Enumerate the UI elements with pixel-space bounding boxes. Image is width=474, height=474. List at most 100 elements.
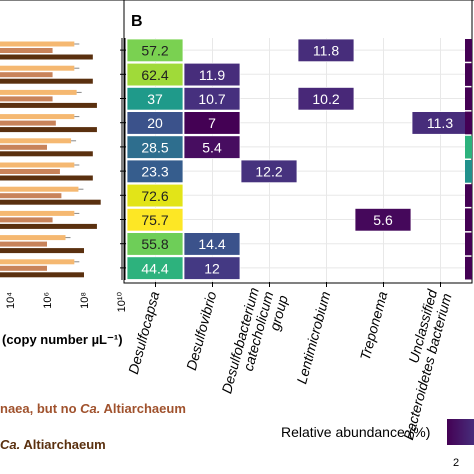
bar	[0, 175, 93, 181]
heatmap-cell-value: 20	[147, 115, 163, 131]
heatmap-cell-value: 62.4	[141, 67, 168, 83]
colorbar-tick: 2	[453, 457, 459, 469]
bar	[0, 114, 75, 120]
bar	[0, 54, 93, 60]
heatmap-cell-value: 11.9	[199, 67, 225, 83]
edge-strip-cell	[465, 160, 472, 183]
heatmap-cell	[126, 38, 184, 63]
bar	[0, 41, 75, 47]
heatmap-cell	[183, 87, 241, 111]
heatmap-cell	[297, 38, 355, 63]
heatmap-cell-value: 7	[208, 115, 216, 131]
bar	[0, 235, 66, 241]
heatmap-cell	[354, 207, 412, 232]
a-x-tick-label: 10¹⁰	[116, 291, 128, 312]
legend-item-1: naea, but no Ca. Altiarchaeum	[0, 401, 186, 416]
heatmap-cell	[183, 111, 241, 135]
heatmap-cell	[240, 159, 298, 184]
bar	[0, 217, 53, 223]
bar	[0, 199, 101, 205]
heatmap-cell	[126, 111, 184, 135]
heatmap-cell	[126, 256, 184, 280]
column-label: Lentimicrobium	[293, 289, 333, 385]
column-label: Desulfobacteriumcatecholicumgroup	[218, 285, 291, 402]
heatmap-cell-value: 28.5	[141, 139, 168, 155]
edge-strip-cell	[465, 184, 472, 207]
edge-strip-cell	[465, 111, 472, 135]
heatmap-cell	[183, 62, 241, 87]
edge-strip-cell	[465, 208, 472, 232]
bar	[0, 65, 75, 71]
heatmap-cell-value: 75.7	[141, 212, 168, 228]
edge-strip-cell	[465, 87, 472, 111]
heatmap-cell	[126, 183, 184, 208]
edge-strip-cell	[465, 63, 472, 86]
a-x-tick-label: 10⁴	[5, 292, 17, 309]
a-x-tick-label: 10⁸	[79, 292, 91, 309]
bar	[0, 259, 75, 265]
heatmap-cell	[183, 232, 241, 256]
bar	[0, 193, 62, 199]
column-label: Treponema	[357, 289, 391, 361]
heatmap-cell-value: 23.3	[141, 164, 168, 180]
heatmap-cell-value: 72.6	[141, 188, 168, 204]
heatmap-cell-value: 12	[204, 260, 220, 276]
heatmap-cell-value: 11.3	[427, 115, 453, 131]
heatmap-cell-value: 57.2	[141, 43, 168, 59]
bar	[0, 162, 75, 168]
column-label: Desulfocapsa	[125, 289, 162, 375]
heatmap-cell	[126, 232, 184, 256]
edge-strip-cell	[465, 232, 472, 256]
heatmap-cell	[126, 207, 184, 232]
bar	[0, 78, 93, 84]
panel-a-bars	[0, 41, 101, 278]
edge-strip-cell	[465, 39, 472, 62]
heatmap-cell	[126, 62, 184, 87]
panel-a-x-label: (copy number µL⁻¹)	[2, 332, 123, 347]
heatmap-cell	[183, 256, 241, 280]
bar	[0, 223, 97, 229]
heatmap-cell-value: 55.8	[141, 236, 168, 252]
column-label: UnclassifiedBacteroidetes bacterium	[386, 287, 455, 442]
bar	[0, 144, 47, 150]
column-label: Desulfovibrio	[183, 289, 219, 372]
heatmap-cell	[126, 159, 184, 184]
heatmap-cell-value: 10.2	[312, 91, 339, 107]
panel-label: B	[131, 13, 143, 30]
bar	[0, 248, 84, 254]
edge-strip-cell	[465, 256, 472, 280]
heatmap-cell-value: 37	[147, 91, 163, 107]
legend-item-2: Ca. Altiarchaeum	[0, 437, 106, 452]
heatmap-cells: 57.2 11.8 62.4 11.9 37 10.7 10.2 20 7 11.3 28.5 5.4…	[126, 38, 469, 280]
bar	[0, 169, 60, 174]
heatmap-cell	[126, 135, 184, 159]
heatmap-cell-value: 11.8	[313, 43, 339, 59]
bar	[0, 96, 53, 102]
bar	[0, 120, 56, 126]
bar	[0, 102, 97, 108]
heatmap-cell-value: 12.2	[255, 164, 282, 180]
bar	[0, 241, 47, 247]
heatmap-cell-value: 44.4	[141, 260, 168, 276]
colorbar-label: Relative abundance (%)	[281, 424, 430, 440]
bar	[0, 127, 97, 133]
heatmap-cell	[183, 135, 241, 159]
bar	[0, 72, 53, 78]
heatmap-cell	[126, 87, 184, 111]
edge-strip-cell	[465, 135, 472, 159]
bar	[0, 272, 84, 278]
bar	[0, 265, 47, 271]
bar	[0, 138, 72, 144]
heatmap-cell-value: 14.4	[198, 236, 225, 252]
bar	[0, 89, 77, 95]
heatmap-cell-value: 5.6	[373, 212, 393, 228]
a-x-tick-label: 10⁶	[42, 292, 54, 309]
bar	[0, 48, 53, 53]
panel-a-x-ticks: 10⁴ 10⁶ 10⁸ 10¹⁰	[5, 291, 128, 312]
colorbar	[447, 419, 474, 445]
heatmap-column-labels: Desulfocapsa DesulfovibrioDesulfobacteriu…	[125, 282, 455, 442]
heatmap-edge-strip	[465, 39, 472, 280]
bar	[0, 210, 75, 216]
heatmap-cell-value: 10.7	[198, 91, 225, 107]
